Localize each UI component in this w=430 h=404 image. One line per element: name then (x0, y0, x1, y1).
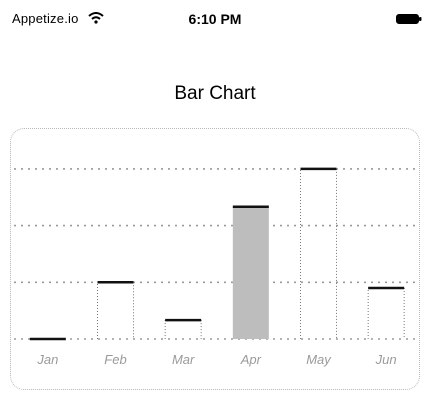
bar-outline (97, 282, 134, 339)
bar-fill (232, 206, 269, 339)
bar-apr[interactable] (232, 205, 269, 339)
wifi-icon (88, 12, 104, 24)
carrier-label: Appetize.io (12, 11, 79, 26)
chart-card (10, 128, 420, 390)
status-time: 6:10 PM (188, 11, 242, 27)
x-tick-label: Mar (172, 352, 195, 367)
x-tick-label: Apr (240, 352, 262, 367)
bar-mar[interactable] (164, 318, 202, 339)
x-tick-label: Jun (375, 352, 397, 367)
bar-feb[interactable] (97, 281, 134, 339)
x-tick-label: May (306, 352, 332, 367)
bar-may[interactable] (300, 167, 337, 339)
x-tick-label: Jan (36, 352, 58, 367)
bar-outline (367, 287, 405, 339)
bar-outline (300, 168, 337, 339)
bar-jun[interactable] (367, 286, 405, 339)
page-title: Bar Chart (174, 83, 256, 104)
bar-outline (164, 320, 202, 339)
x-tick-label: Feb (104, 352, 126, 367)
battery-icon (396, 14, 422, 24)
status-bar: Appetize.io 6:10 PM (0, 0, 430, 42)
